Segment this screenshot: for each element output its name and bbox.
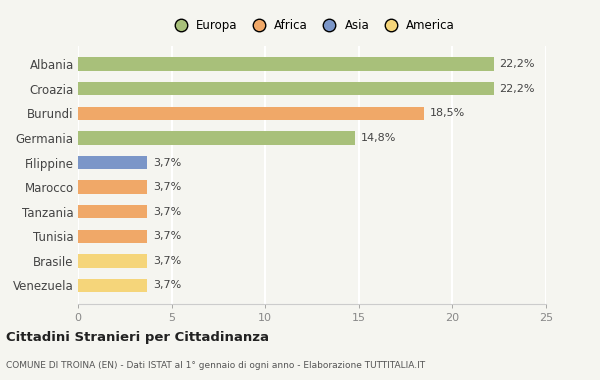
Text: 3,7%: 3,7%	[153, 256, 181, 266]
Bar	[78, 230, 147, 243]
Text: COMUNE DI TROINA (EN) - Dati ISTAT al 1° gennaio di ogni anno - Elaborazione TUT: COMUNE DI TROINA (EN) - Dati ISTAT al 1°…	[6, 361, 425, 370]
Bar	[78, 131, 355, 145]
Text: Cittadini Stranieri per Cittadinanza: Cittadini Stranieri per Cittadinanza	[6, 331, 269, 344]
Bar	[78, 205, 147, 218]
Text: 18,5%: 18,5%	[430, 108, 465, 118]
Text: 3,7%: 3,7%	[153, 280, 181, 290]
Text: 22,2%: 22,2%	[499, 84, 535, 94]
Text: 14,8%: 14,8%	[361, 133, 396, 143]
Text: 22,2%: 22,2%	[499, 59, 535, 69]
Text: 3,7%: 3,7%	[153, 231, 181, 241]
Text: 3,7%: 3,7%	[153, 207, 181, 217]
Text: 3,7%: 3,7%	[153, 157, 181, 168]
Bar	[78, 156, 147, 169]
Bar	[78, 57, 494, 71]
Bar	[78, 180, 147, 194]
Bar	[78, 106, 424, 120]
Text: 3,7%: 3,7%	[153, 182, 181, 192]
Bar	[78, 279, 147, 292]
Legend: Europa, Africa, Asia, America: Europa, Africa, Asia, America	[167, 17, 457, 35]
Bar	[78, 82, 494, 95]
Bar	[78, 254, 147, 268]
